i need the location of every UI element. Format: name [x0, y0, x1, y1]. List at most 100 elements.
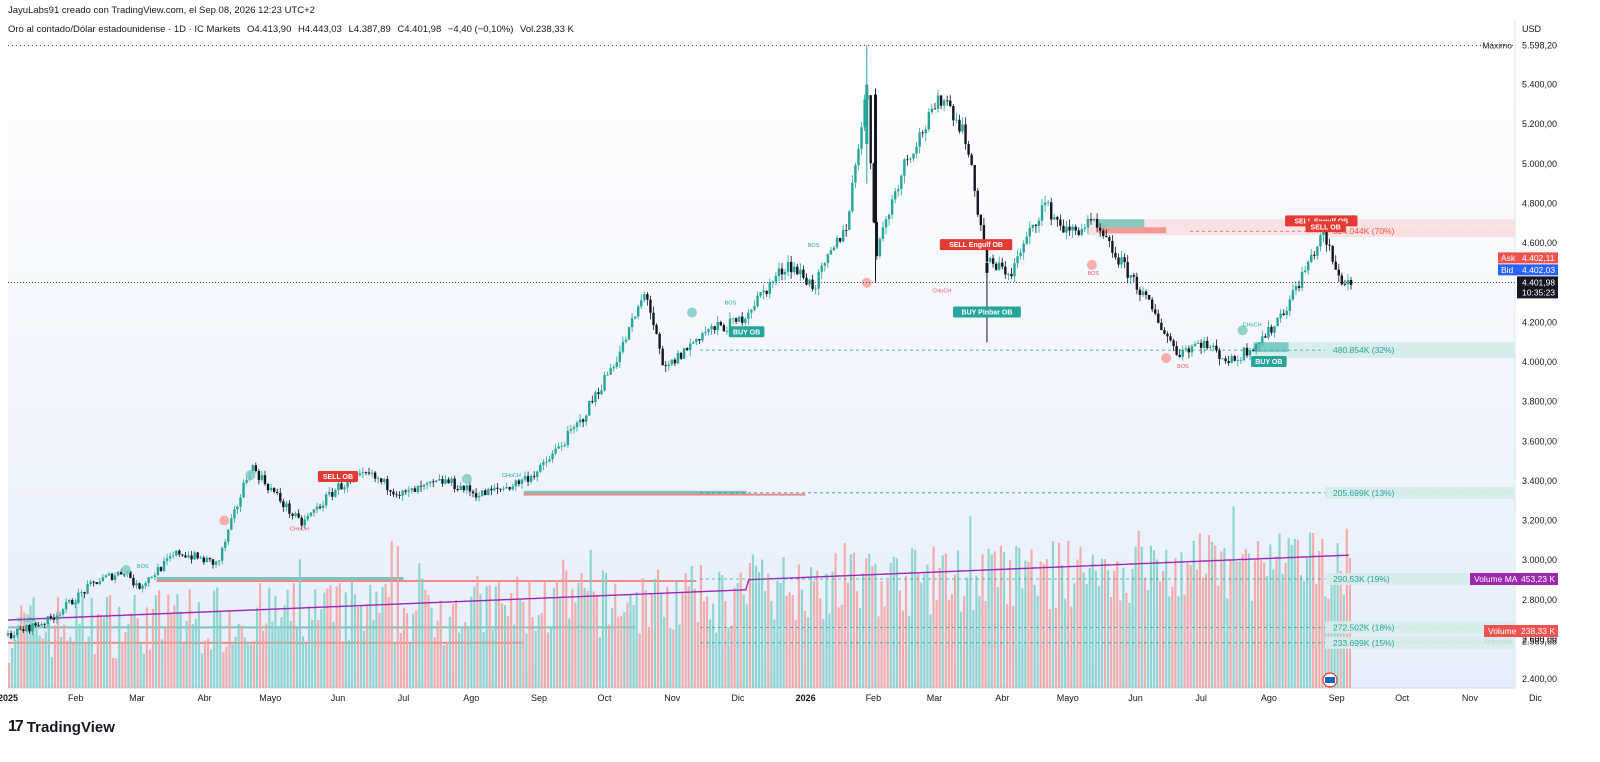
volume-bar: [565, 570, 568, 688]
volume-bar: [1018, 547, 1021, 688]
symbol-title[interactable]: Oro al contado/Dólar estadounidense · 1D…: [8, 24, 241, 35]
volume-bar: [29, 605, 32, 688]
key-candle-body: [874, 94, 878, 224]
order-block-label: BUY Pinbar OB: [962, 309, 1013, 316]
candle-body: [52, 618, 56, 620]
volume-bar: [231, 644, 234, 688]
volume-bar: [228, 611, 231, 688]
volume-bar: [696, 621, 699, 688]
volume-bar: [656, 569, 660, 688]
volume-bar: [926, 564, 929, 688]
candle-body: [933, 108, 937, 110]
legend-ohlc: Oro al contado/Dólar estadounidense · 1D…: [8, 24, 578, 35]
volume-bar: [996, 587, 999, 688]
candle-body: [1071, 226, 1074, 231]
candle-body: [1264, 336, 1267, 338]
volume-bar: [813, 580, 816, 688]
candle-body: [1166, 333, 1169, 337]
volume-bar: [834, 553, 837, 688]
volume-bar: [1116, 561, 1119, 688]
candle-body: [1040, 205, 1044, 221]
candle-body: [282, 501, 285, 508]
candle-body: [343, 487, 346, 490]
volume-bar: [1333, 582, 1336, 688]
volume-bar: [1021, 588, 1024, 688]
candle-body: [591, 401, 594, 403]
x-tick-label: Oct: [598, 693, 613, 703]
candle-body: [1083, 227, 1087, 229]
tradingview-brand[interactable]: 17 TradingView: [8, 718, 115, 736]
candle-body: [658, 333, 661, 349]
volume-bar: [105, 597, 109, 688]
candle-body: [1080, 228, 1083, 235]
volume-bar: [335, 586, 338, 688]
order-block-label-bg: [953, 306, 1021, 318]
volume-bar: [1211, 542, 1214, 688]
volume-bar: [1100, 558, 1104, 688]
currency-label[interactable]: USD: [1522, 24, 1542, 34]
structure-label: CHoCH: [290, 526, 309, 532]
swing-point: [121, 565, 131, 576]
volume-bar: [1177, 596, 1180, 688]
volume-bar: [240, 625, 243, 688]
y-tick-label: 3.400,00: [1522, 476, 1557, 486]
candle-body: [1053, 217, 1056, 220]
volume-bar: [638, 633, 641, 688]
volume-bar: [1085, 584, 1088, 688]
volume-bar: [1315, 584, 1318, 688]
volume-bar: [993, 551, 996, 688]
volume-level-band: [1325, 621, 1515, 634]
x-tick-label: Nov: [1462, 693, 1479, 703]
volume-bar: [770, 601, 773, 688]
candle-body: [135, 583, 138, 586]
volume-bar: [200, 653, 204, 688]
volume-bar: [865, 558, 868, 688]
candle-body: [734, 318, 738, 322]
volume-bar: [598, 637, 601, 688]
volume-bar: [1305, 558, 1309, 688]
candle-body: [606, 374, 609, 376]
volume-bar: [464, 622, 467, 688]
volume-bar: [963, 596, 966, 688]
volume-bar: [470, 596, 473, 688]
candle-body: [190, 555, 193, 560]
volume-bar: [1287, 538, 1290, 688]
candle-body: [71, 600, 74, 605]
volume-bar: [127, 623, 130, 688]
y-tick-label: 3.600,00: [1522, 436, 1557, 446]
y-tick-label: 2.800,00: [1522, 595, 1557, 605]
candle-body: [967, 144, 970, 155]
candle-body: [829, 250, 833, 255]
volume-bar: [1263, 562, 1266, 688]
volume-bar: [687, 586, 690, 688]
volume-bar: [506, 615, 510, 688]
swing-point: [245, 469, 256, 480]
candle-body: [1160, 322, 1163, 331]
close-value: C4.401,98: [397, 24, 442, 35]
candle-body: [373, 472, 377, 479]
volume-bar: [1082, 572, 1085, 688]
candle-body: [520, 479, 524, 485]
volume-bar: [188, 589, 191, 688]
candle-body: [462, 485, 466, 491]
volume-bar: [1005, 604, 1009, 688]
volume-bar: [895, 558, 898, 688]
candle-body: [1043, 202, 1047, 206]
candle-body: [771, 281, 775, 283]
candle-body: [147, 577, 150, 584]
candle-body: [1034, 224, 1038, 226]
candle-body: [1175, 346, 1178, 355]
volume-bar: [929, 614, 932, 688]
candle-body: [77, 592, 80, 603]
volume-bar: [225, 646, 228, 688]
volume-bar: [1165, 549, 1168, 688]
volume-bar: [709, 619, 712, 688]
volume-bar: [1036, 595, 1039, 688]
volume-bar: [1033, 584, 1036, 688]
candle-body: [276, 491, 279, 493]
candle-body: [1196, 342, 1200, 344]
liquidity-zone: [1098, 227, 1167, 234]
candle-body: [1291, 290, 1295, 300]
candle-body: [376, 478, 380, 480]
